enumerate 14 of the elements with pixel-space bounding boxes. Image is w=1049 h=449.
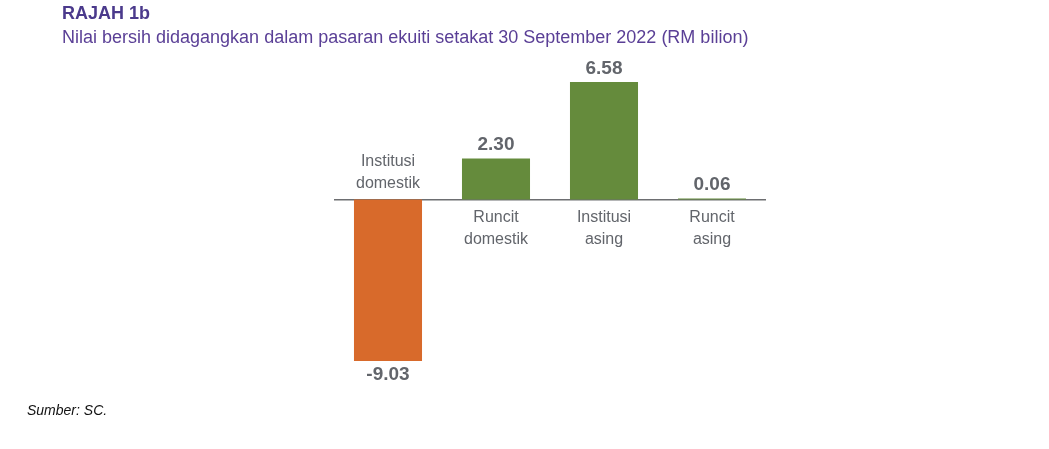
x-tick-label: Runcit domestik xyxy=(463,208,530,248)
x-tick-label: Institusi asing xyxy=(576,208,632,248)
x-tick-label: Runcit asing xyxy=(689,208,736,248)
data-label: 2.30 xyxy=(477,133,515,155)
text: RAJAH 1b xyxy=(62,3,151,24)
bar xyxy=(569,82,639,200)
bar xyxy=(461,158,531,200)
bar xyxy=(353,199,423,361)
data-label: 0.06 xyxy=(693,173,731,195)
data-label: 6.58 xyxy=(585,56,623,78)
x-tick-label: Institusi domestik xyxy=(355,152,422,192)
chart-subtitle: Nilai bersih didagangkan dalam pasaran ekuiti setakat 30 September 2022 (RM bilion) xyxy=(62,27,749,48)
data-label: -9.03 xyxy=(366,362,410,384)
text: Sumber: SC. xyxy=(27,402,108,418)
